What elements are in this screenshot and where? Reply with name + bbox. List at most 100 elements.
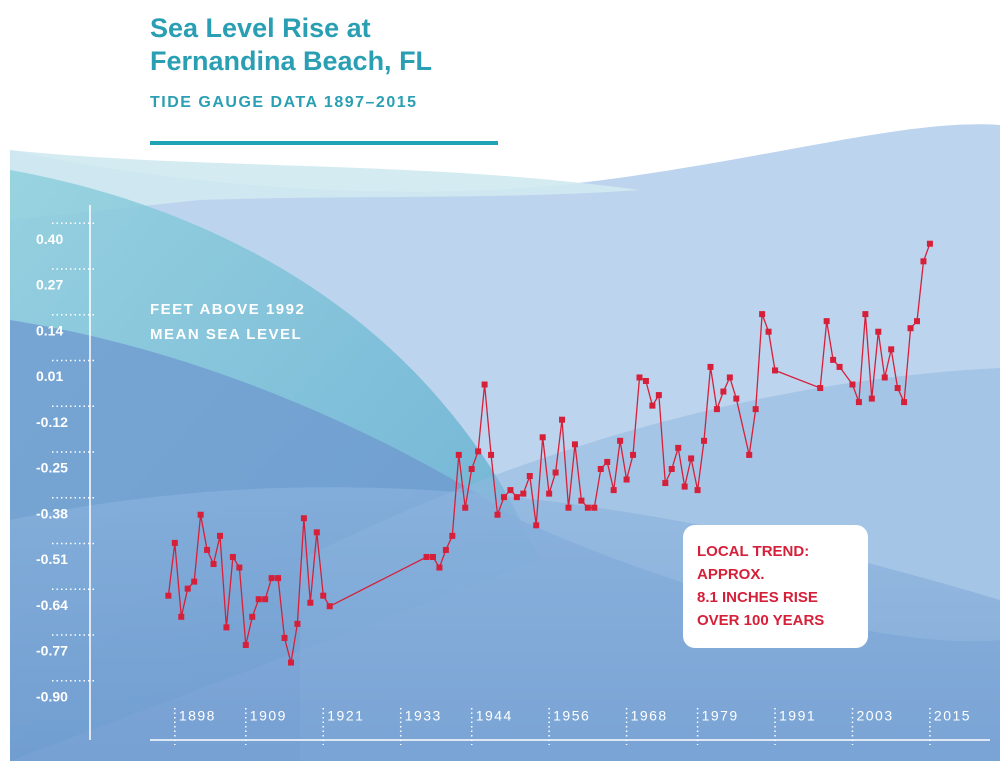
data-point [210, 561, 217, 568]
data-point [565, 504, 572, 511]
data-point [429, 553, 436, 560]
x-tick-label: 2003 [856, 708, 893, 724]
x-tick-label: 1909 [250, 708, 287, 724]
annotation: LOCAL TREND: [697, 543, 809, 560]
data-point [765, 328, 772, 335]
x-tick-label: 1898 [179, 708, 216, 724]
data-point [507, 487, 514, 494]
data-point [649, 402, 656, 409]
data-point [262, 596, 269, 603]
data-point [662, 480, 669, 487]
data-point [926, 240, 933, 247]
x-tick-label: 1979 [702, 708, 739, 724]
data-point [584, 504, 591, 511]
data-point [636, 374, 643, 381]
data-point [423, 553, 430, 560]
data-point [623, 476, 630, 483]
data-point [436, 564, 443, 571]
y-tick-label: -0.64 [36, 597, 68, 613]
data-point [559, 416, 566, 423]
data-point [281, 634, 288, 641]
data-point [216, 532, 223, 539]
data-point [713, 406, 720, 413]
x-tick-label: 2015 [934, 708, 971, 724]
data-point [552, 469, 559, 476]
data-point [475, 448, 482, 455]
y-tick-label: -0.38 [36, 505, 68, 521]
y-tick-label: 0.01 [36, 368, 63, 384]
chart-subtitle: TIDE GAUGE DATA 1897–2015 [150, 94, 418, 111]
data-point [520, 490, 527, 497]
data-point [707, 363, 714, 370]
data-point [204, 546, 211, 553]
y-tick-label: -0.12 [36, 414, 68, 430]
data-point [862, 311, 869, 318]
data-point [610, 487, 617, 494]
data-point [539, 434, 546, 441]
data-point [449, 532, 456, 539]
data-point [513, 494, 520, 501]
data-point [868, 395, 875, 402]
plot: 0.40 0.27 0.14 0.01 -0.12 -0.25 -0.38 -0.51 -0.6… [36, 222, 971, 745]
data-point [326, 603, 333, 610]
data-point [817, 385, 824, 392]
data-point [455, 451, 462, 458]
data-point [171, 539, 178, 546]
data-point [675, 444, 682, 451]
y-tick-label: -0.25 [36, 460, 68, 476]
chart-title: Fernandina Beach, FL [150, 46, 432, 76]
data-point [720, 388, 727, 395]
data-point [604, 458, 611, 465]
data-point [752, 406, 759, 413]
data-point [759, 311, 766, 318]
data-point [694, 487, 701, 494]
data-point [242, 641, 249, 648]
data-point [914, 318, 921, 325]
data-point [526, 473, 533, 480]
annotation-box [683, 525, 868, 648]
data-point [165, 592, 172, 599]
x-tick-label: 1968 [631, 708, 668, 724]
data-point [642, 377, 649, 384]
x-tick-label: 1933 [405, 708, 442, 724]
data-point [830, 356, 837, 363]
data-point [894, 385, 901, 392]
data-point [920, 258, 927, 265]
data-point [733, 395, 740, 402]
data-point [726, 374, 733, 381]
data-point [875, 328, 882, 335]
x-tick-label: 1991 [779, 708, 816, 724]
x-tick-label: 1921 [327, 708, 364, 724]
y-tick-label: 0.40 [36, 231, 63, 247]
data-point [500, 494, 507, 501]
data-point [481, 381, 488, 388]
data-point [630, 451, 637, 458]
annotation: 8.1 INCHES RISE [697, 589, 818, 606]
data-point [823, 318, 830, 325]
data-point [300, 515, 307, 522]
x-tick-label: 1956 [553, 708, 590, 724]
data-point [307, 599, 314, 606]
data-point [488, 451, 495, 458]
background-waves [10, 124, 1000, 761]
data-point [855, 399, 862, 406]
data-point [668, 465, 675, 472]
data-point [287, 659, 294, 666]
data-point [320, 592, 327, 599]
data-point [681, 483, 688, 490]
data-point [888, 346, 895, 353]
annotation: OVER 100 YEARS [697, 612, 824, 629]
annotation: APPROX. [697, 566, 765, 583]
data-point [184, 585, 191, 592]
y-tick-label: -0.51 [36, 551, 68, 567]
data-point [197, 511, 204, 518]
data-point [294, 620, 301, 627]
data-point [223, 624, 230, 631]
data-point [191, 578, 198, 585]
y-tick-label: 0.27 [36, 277, 63, 293]
data-point [229, 553, 236, 560]
data-point [468, 465, 475, 472]
data-point [881, 374, 888, 381]
data-point [178, 613, 185, 620]
data-point [268, 575, 275, 582]
